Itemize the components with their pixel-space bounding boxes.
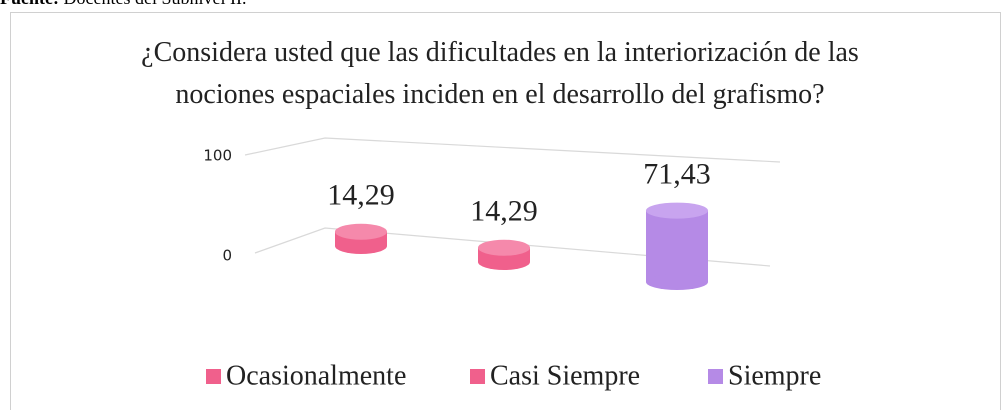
cylinder-body bbox=[646, 210, 708, 282]
cylinder-top bbox=[478, 239, 530, 256]
legend-swatch bbox=[470, 369, 485, 384]
source-text: Docentes del Subnivel II. bbox=[63, 0, 246, 8]
cylinder-bottom bbox=[478, 254, 530, 270]
legend-swatch bbox=[708, 369, 723, 384]
data-label: 14,29 bbox=[470, 195, 538, 228]
cylinder bbox=[335, 223, 387, 254]
grid-line bbox=[244, 137, 781, 163]
cylinder bbox=[646, 202, 708, 290]
cylinder-bottom bbox=[646, 274, 708, 290]
data-label: 71,43 bbox=[643, 157, 711, 190]
cylinder-top bbox=[335, 223, 387, 240]
cylinder bbox=[478, 239, 530, 270]
cylinder-top bbox=[646, 202, 708, 219]
chart-title: ¿Considera usted que las dificultades en… bbox=[141, 37, 859, 110]
source: Fuente: Docentes del Subnivel II. bbox=[0, 0, 246, 9]
y-tick-label: 100 bbox=[203, 147, 232, 165]
legend-label: Ocasionalmente bbox=[226, 360, 406, 391]
cylinder-bottom bbox=[335, 238, 387, 254]
legend-label: Casi Siempre bbox=[490, 360, 640, 391]
grid-line bbox=[254, 227, 771, 267]
data-label: 14,29 bbox=[327, 179, 395, 212]
y-tick-label: 0 bbox=[222, 247, 232, 265]
source-label: Fuente: bbox=[0, 0, 59, 8]
legend-label: Siempre bbox=[728, 360, 821, 391]
legend-swatch bbox=[206, 369, 221, 384]
